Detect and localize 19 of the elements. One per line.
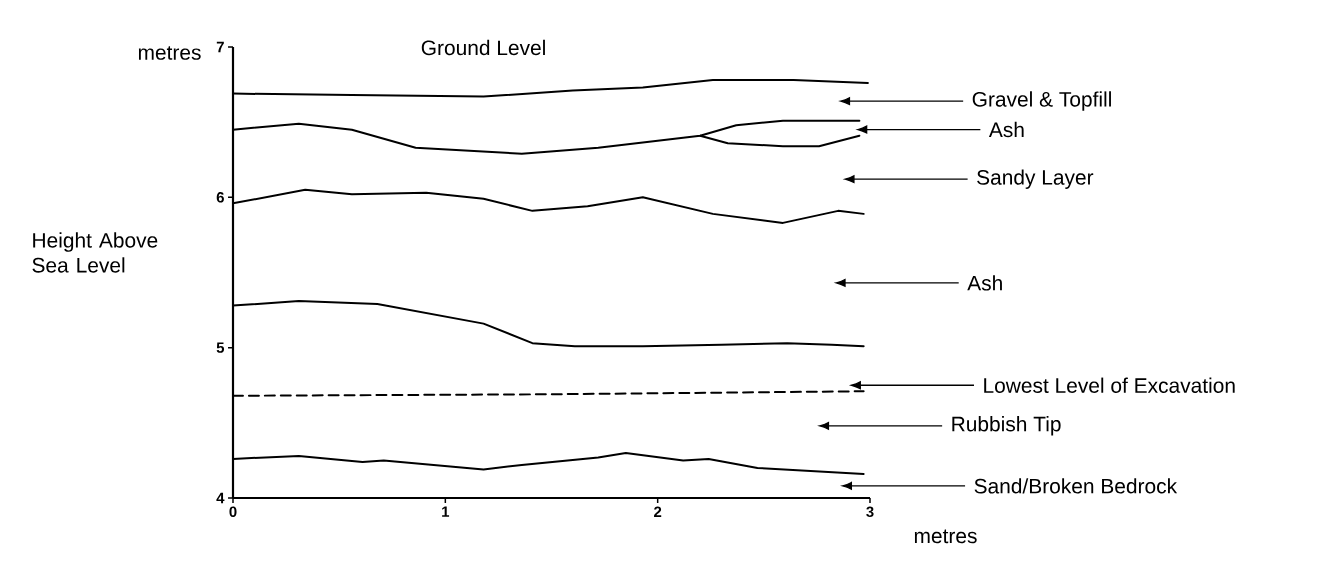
- text: Sand/Broken Bedrock: [974, 478, 1178, 494]
- y-tick-label: 6: [216, 192, 224, 203]
- text: metres: [138, 46, 201, 60]
- y-axis-title: Height Above Sea Level: [32, 232, 158, 273]
- y-tick-label: 7: [216, 41, 224, 53]
- x-tick-label: 0: [229, 506, 237, 518]
- x-tick-label: 3: [866, 506, 874, 518]
- text: Ash: [967, 275, 1002, 291]
- text: Rubbish Tip: [952, 416, 1061, 436]
- y-tick-label: 5: [216, 342, 225, 353]
- y-tick-label: 4: [216, 492, 225, 504]
- x-axis-title: metres: [914, 529, 977, 544]
- x-tick-label: 1: [442, 506, 450, 517]
- text: Sandy Layer: [977, 169, 1094, 189]
- text: Ash: [988, 121, 1024, 138]
- series-label: Ground Level: [421, 39, 545, 56]
- x-tick-label: 2: [654, 506, 662, 517]
- text: Lowest Level of Excavation: [984, 377, 1235, 393]
- text: Gravel & Topfill: [972, 91, 1111, 111]
